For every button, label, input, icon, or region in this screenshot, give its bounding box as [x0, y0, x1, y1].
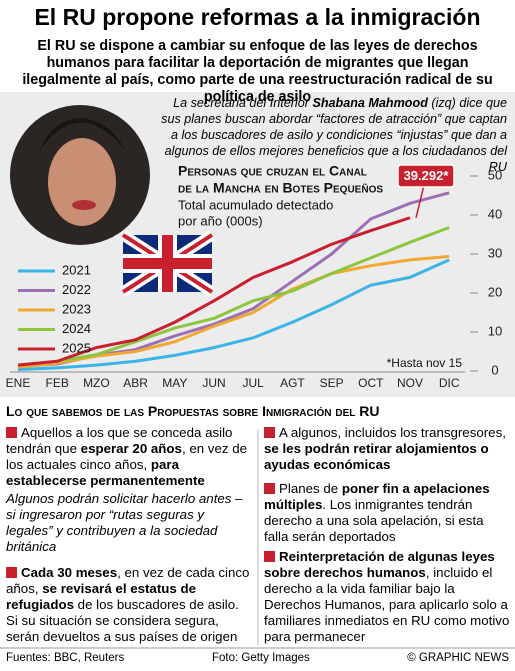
bullet: Aquellos a los que se conceda asilo tend… — [6, 425, 254, 489]
bullet-marker — [264, 551, 275, 562]
y-tick-label: 30 — [488, 245, 502, 260]
subtitle: El RU se dispone a cambiar su enfoque de… — [22, 38, 493, 105]
x-tick-label: NOV — [397, 376, 423, 390]
series-line — [17, 258, 450, 371]
bullet-text: poner fin a apelaciones múltiples — [264, 481, 490, 512]
series-line — [17, 254, 450, 369]
value-label: 39.292* — [404, 168, 450, 183]
x-tick-label: MZO — [83, 376, 110, 390]
bullet-marker — [264, 483, 275, 494]
legend-label: 2023 — [62, 301, 91, 316]
bullet-marker — [6, 567, 17, 578]
bullet-marker — [264, 427, 275, 438]
bullet-text: , en vez de los actuales cinco años, — [6, 441, 247, 472]
x-tick-label: JUL — [243, 376, 265, 390]
legend-label: 2025 — [62, 340, 91, 355]
uk-flag — [120, 230, 215, 297]
bullet-text: . Los inmigrantes tendrán derecho a una … — [264, 497, 484, 544]
bullet: Reinterpretación de algunas leyes sobre … — [264, 549, 510, 645]
bullet-text: se les podrán retirar alojamientos o ayu… — [264, 441, 489, 472]
value-label-box — [397, 164, 455, 188]
y-tick-label: 50 — [488, 167, 502, 182]
bullet-text: A algunos, incluidos los transgresores, — [279, 425, 506, 440]
x-tick-label: ABR — [123, 376, 148, 390]
bullet-text: Aquellos a los que se conceda asilo tend… — [6, 425, 233, 456]
y-tick-label: 10 — [488, 323, 502, 338]
x-tick-label: JUN — [202, 376, 225, 390]
bullet-text: Algunos podrán solicitar hacerlo antes –… — [6, 491, 243, 554]
copyright: © GRAPHIC NEWS — [407, 652, 509, 664]
bullet-text: , incluido el derecho a la vida familiar… — [264, 565, 510, 644]
chart-subtitle: Total acumulado detectado — [178, 197, 333, 212]
caption-part: (izq) dice que sus planes buscan abordar… — [161, 96, 507, 174]
photo-credit: Foto: Getty Images — [212, 652, 310, 664]
chart-title: de la Mancha en Botes Pequeños — [178, 180, 383, 196]
bullet-text: Planes de — [279, 481, 342, 496]
bullet-text: de los buscadores de asilo. Si su situac… — [6, 597, 239, 644]
legend-label: 2022 — [62, 282, 91, 297]
bullet: A algunos, incluidos los transgresores, … — [264, 425, 510, 473]
x-tick-label: SEP — [320, 376, 344, 390]
photo-caption: La secretaria del Interior Shabana Mahmo… — [152, 95, 507, 175]
series-line — [17, 226, 450, 367]
sources: Fuentes: BBC, Reuters — [6, 652, 125, 664]
photo — [10, 105, 150, 245]
x-tick-label: DIC — [439, 376, 460, 390]
chart-note: *Hasta nov 15 — [387, 356, 463, 370]
y-tick-label: 0 — [491, 362, 498, 377]
caption-part: Shabana Mahmood — [312, 96, 428, 110]
x-tick-label: MAY — [162, 376, 187, 390]
legend-label: 2024 — [62, 321, 91, 336]
bullet-text: Cada 30 meses — [21, 565, 118, 580]
chart-subtitle: por año (000s) — [178, 213, 263, 228]
bullet-text: Reinterpretación de algunas leyes sobre … — [264, 549, 495, 580]
series-line — [17, 216, 411, 367]
bullet: Algunos podrán solicitar hacerlo antes –… — [6, 491, 254, 555]
legend-label: 2021 — [62, 262, 91, 277]
bullet-text: esperar 20 años — [80, 441, 182, 456]
bullet-text: , en vez de cada cinco años, — [6, 565, 250, 596]
y-tick-label: 20 — [488, 284, 502, 299]
bullet-text: para establecerse permanentemente — [6, 457, 205, 488]
chart-title: Personas que cruzan el Canal — [178, 163, 367, 179]
x-tick-label: AGT — [280, 376, 305, 390]
bullet: Cada 30 meses, en vez de cada cinco años… — [6, 565, 254, 645]
title: El RU propone reformas a la inmigración — [34, 4, 481, 30]
bullet-text: se revisará el estatus de refugiados — [6, 581, 196, 612]
section-title: Lo que sabemos de las Propuestas sobre I… — [6, 403, 380, 419]
x-tick-label: OCT — [358, 376, 384, 390]
bullet: Planes de poner fin a apelaciones múltip… — [264, 481, 510, 545]
bullet-marker — [6, 427, 17, 438]
caption-part: La secretaria del Interior — [173, 96, 313, 110]
y-tick-label: 40 — [488, 206, 502, 221]
x-tick-label: FEB — [46, 376, 69, 390]
x-tick-label: ENE — [6, 376, 31, 390]
